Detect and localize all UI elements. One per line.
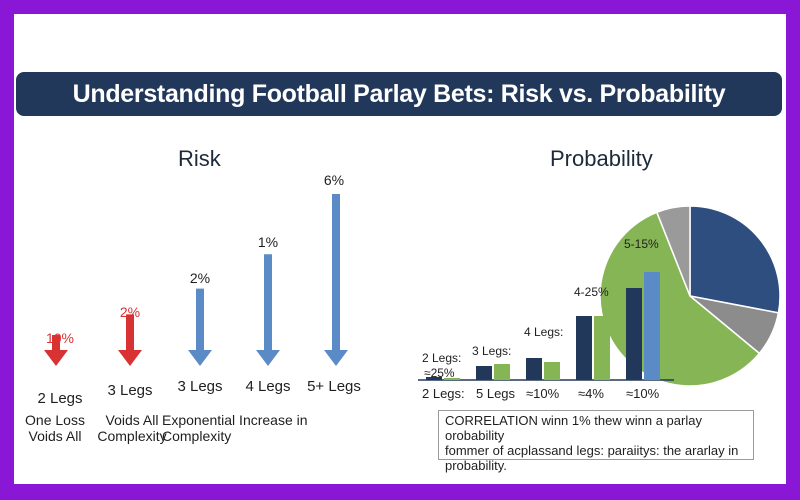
risk-arrow-4 (256, 254, 280, 366)
risk-desc-1-line1: One Loss (25, 412, 85, 428)
chart-frame: Understanding Football Parlay Bets: Risk… (14, 14, 786, 484)
risk-desc-2: Voids All Complexity (92, 412, 172, 444)
correlation-line-3: probability. (445, 458, 507, 473)
prob-bar-label-1: 2 Legs: (422, 351, 462, 365)
risk-desc-1: One Loss Voids All (20, 412, 90, 444)
risk-desc-3-line2: Complexity (162, 428, 232, 444)
risk-pct-2: 2% (119, 304, 141, 320)
risk-desc-2-line1: Voids All (105, 412, 159, 428)
prob-x-label-3: ≈10% (526, 386, 560, 401)
risk-leg-2: 3 Legs (107, 382, 153, 399)
prob-bar-4-2 (594, 316, 610, 380)
correlation-line-2: fommer of acplassand legs: paraiitys: th… (445, 443, 739, 458)
prob-bar-3-1 (526, 358, 542, 380)
prob-x-label-2: 5 Legs (476, 386, 516, 401)
correlation-note: CORRELATION winn 1% thew winn a parlay o… (438, 410, 754, 473)
prob-x-label-4: ≈4% (578, 386, 604, 401)
risk-heading: Risk (178, 146, 221, 171)
risk-pct-3: 2% (189, 270, 211, 286)
risk-desc-3: Exponential Increase in Complexity (162, 412, 312, 444)
risk-pct-1: 10% (45, 330, 75, 346)
risk-chart (44, 194, 348, 366)
prob-bar-label-3: 3 Legs: (472, 344, 512, 358)
prob-bar-5-2 (644, 272, 660, 380)
risk-arrow-2 (118, 314, 142, 366)
prob-bar-label-5: 4-25% (574, 285, 609, 299)
prob-bar-4-1 (576, 316, 592, 380)
prob-bar-label-4: 4 Legs: (524, 325, 564, 339)
risk-leg-5: 5+ Legs (307, 378, 361, 395)
risk-pct-5: 6% (323, 172, 345, 188)
prob-x-label-1: 2 Legs: (422, 386, 465, 401)
risk-arrow-3 (188, 288, 212, 366)
correlation-line-1: CORRELATION winn 1% thew winn a parlay o… (445, 413, 702, 443)
prob-bar-1-1 (426, 377, 442, 380)
risk-desc-1-line2: Voids All (28, 428, 82, 444)
pie-slice-4 (655, 205, 691, 297)
prob-bar-2-2 (494, 364, 510, 380)
prob-bar-3-2 (544, 362, 560, 380)
risk-desc-3-line1: Exponential Increase in (162, 412, 308, 428)
prob-bar-2-1 (476, 366, 492, 380)
prob-bar-5-1 (626, 288, 642, 380)
risk-arrow-1 (44, 335, 68, 366)
risk-leg-1: 2 Legs (37, 390, 83, 407)
prob-bar-label-2: ≈25% (424, 366, 455, 380)
prob-bar-1-2 (444, 378, 460, 380)
page-title: Understanding Football Parlay Bets: Risk… (16, 72, 782, 116)
risk-arrow-5 (324, 194, 348, 366)
risk-leg-4: 4 Legs (245, 378, 291, 395)
probability-heading: Probability (550, 146, 653, 171)
risk-desc-2-line2: Complexity (97, 428, 167, 444)
prob-x-label-5: ≈10% (626, 386, 660, 401)
risk-pct-4: 1% (257, 234, 279, 250)
probability-chart (418, 205, 781, 387)
prob-bar-label-6: 5-15% (624, 237, 659, 251)
risk-leg-3: 3 Legs (177, 378, 223, 395)
pie-slice-1 (689, 205, 781, 314)
